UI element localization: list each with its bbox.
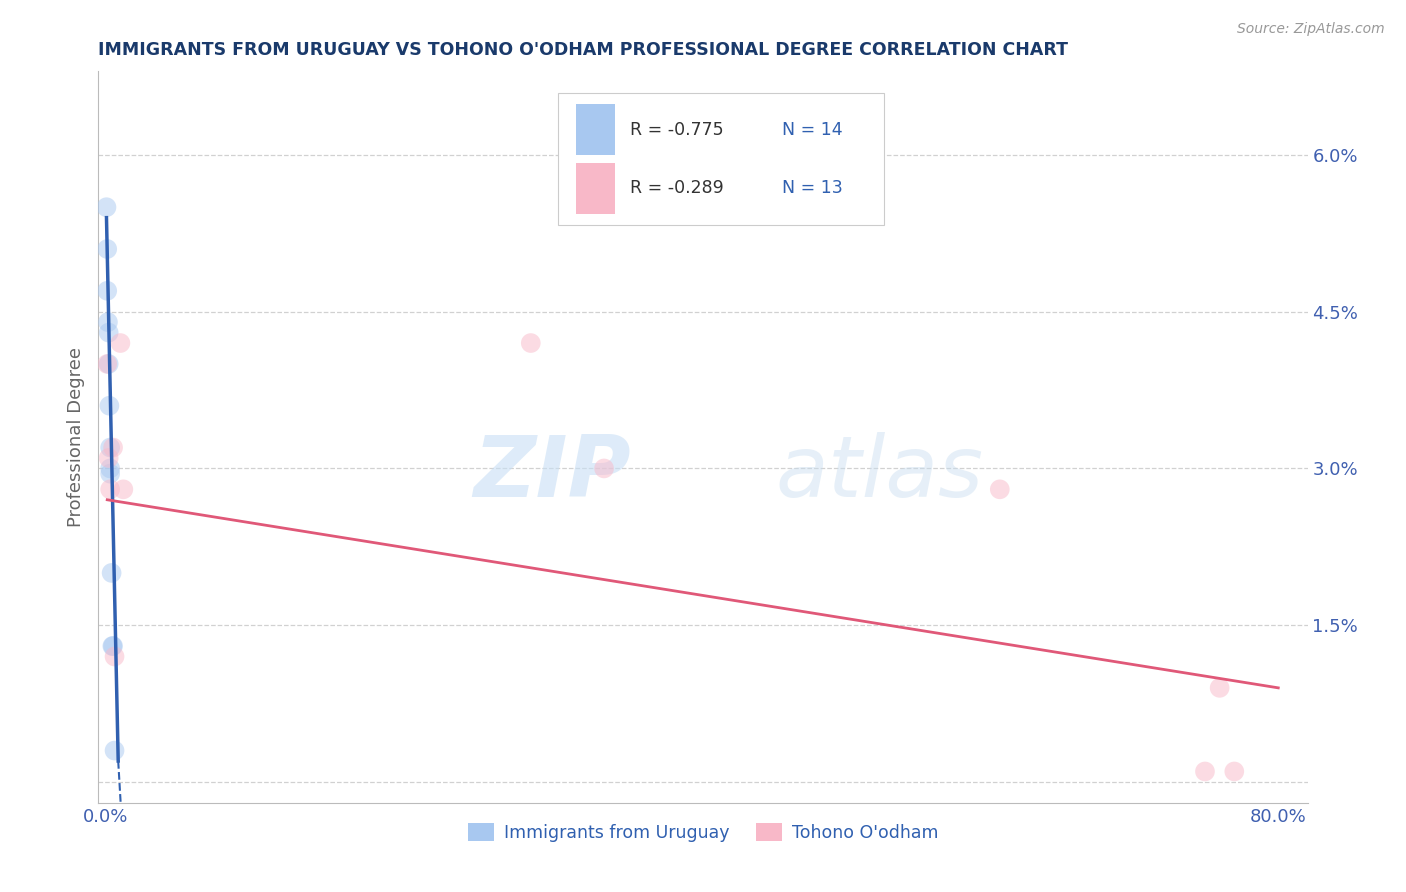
- Text: R = -0.289: R = -0.289: [630, 179, 724, 197]
- Point: [103, 743, 125, 757]
- Point: [101, 639, 124, 653]
- Point: [98, 483, 121, 497]
- Text: N = 14: N = 14: [782, 121, 842, 139]
- Point: [112, 483, 135, 497]
- Point: [98, 467, 121, 481]
- Point: [101, 441, 124, 455]
- Point: [98, 399, 121, 413]
- Point: [98, 441, 121, 455]
- Point: [96, 284, 118, 298]
- Point: [1223, 764, 1246, 779]
- Point: [1208, 681, 1230, 695]
- Text: IMMIGRANTS FROM URUGUAY VS TOHONO O'ODHAM PROFESSIONAL DEGREE CORRELATION CHART: IMMIGRANTS FROM URUGUAY VS TOHONO O'ODHA…: [98, 41, 1069, 59]
- Point: [96, 242, 118, 256]
- Point: [97, 357, 120, 371]
- Y-axis label: Professional Degree: Professional Degree: [66, 347, 84, 527]
- Point: [593, 461, 616, 475]
- Point: [97, 315, 120, 329]
- Point: [96, 200, 118, 214]
- Text: ZIP: ZIP: [472, 432, 630, 516]
- FancyBboxPatch shape: [576, 104, 614, 155]
- Point: [98, 461, 121, 475]
- FancyBboxPatch shape: [558, 94, 884, 225]
- Point: [97, 326, 120, 340]
- Point: [96, 357, 118, 371]
- Point: [101, 639, 124, 653]
- Legend: Immigrants from Uruguay, Tohono O'odham: Immigrants from Uruguay, Tohono O'odham: [461, 816, 945, 849]
- Point: [988, 483, 1011, 497]
- Point: [520, 336, 543, 351]
- Text: N = 13: N = 13: [782, 179, 842, 197]
- Text: R = -0.775: R = -0.775: [630, 121, 724, 139]
- Point: [1194, 764, 1216, 779]
- Point: [103, 649, 125, 664]
- Point: [100, 566, 122, 580]
- FancyBboxPatch shape: [576, 163, 614, 214]
- Point: [97, 450, 120, 465]
- Text: Source: ZipAtlas.com: Source: ZipAtlas.com: [1237, 22, 1385, 37]
- Text: atlas: atlas: [776, 432, 984, 516]
- Point: [110, 336, 132, 351]
